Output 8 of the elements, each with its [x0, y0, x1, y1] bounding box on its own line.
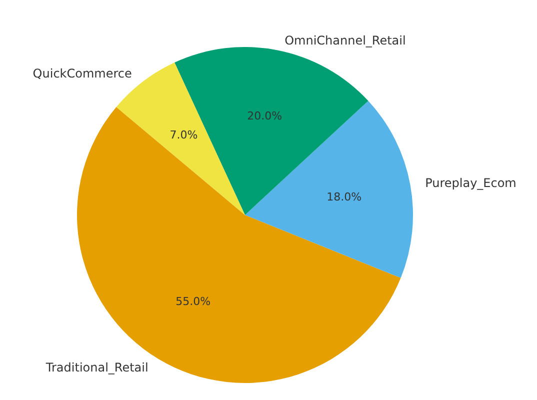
slice-label: QuickCommerce: [32, 66, 132, 81]
data-label: 20.0%: [247, 110, 282, 123]
slice-label: OmniChannel_Retail: [284, 33, 406, 48]
data-label: 7.0%: [170, 128, 198, 142]
slice-label: Traditional_Retail: [44, 360, 148, 375]
data-label: 18.0%: [326, 190, 362, 204]
data-label: 55.0%: [176, 294, 211, 308]
slice-label: Pureplay_Ecom: [425, 176, 516, 190]
